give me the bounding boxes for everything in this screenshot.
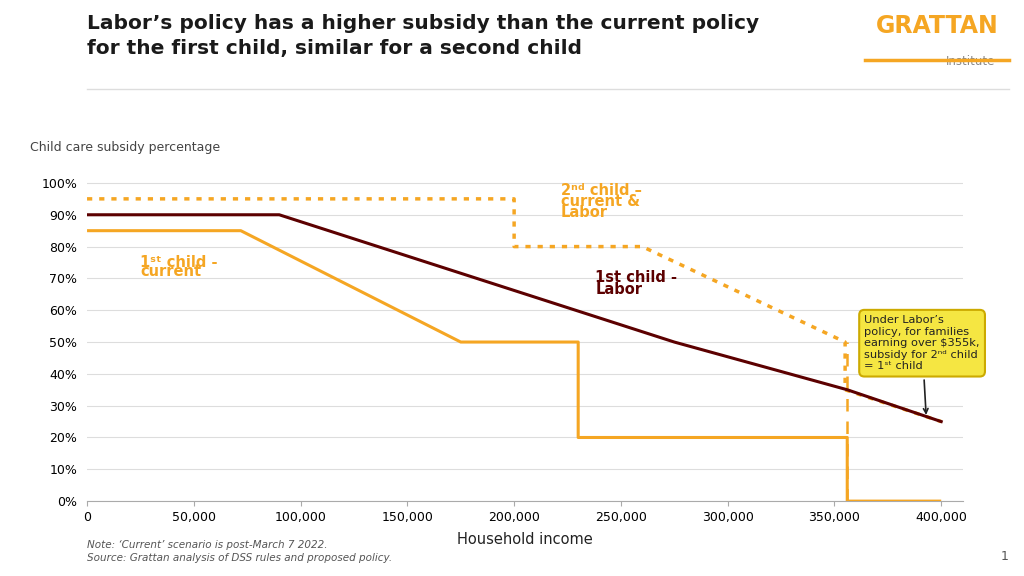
Text: current &: current & (561, 194, 640, 209)
Text: 1ˢᵗ child -: 1ˢᵗ child - (140, 255, 218, 270)
Text: Note: ‘Current’ scenario is post-March 7 2022.: Note: ‘Current’ scenario is post-March 7… (87, 540, 328, 550)
Text: Child care subsidy percentage: Child care subsidy percentage (30, 141, 220, 154)
Text: Under Labor’s
policy, for families
earning over $355k,
subsidy for 2ⁿᵈ child
= 1: Under Labor’s policy, for families earni… (864, 315, 980, 413)
Text: GRATTAN: GRATTAN (876, 14, 998, 39)
X-axis label: Household income: Household income (457, 532, 593, 547)
Text: current: current (140, 264, 202, 279)
Text: Labor’s policy has a higher subsidy than the current policy
for the first child,: Labor’s policy has a higher subsidy than… (87, 14, 759, 58)
Text: Source: Grattan analysis of DSS rules and proposed policy.: Source: Grattan analysis of DSS rules an… (87, 554, 392, 563)
Text: 1: 1 (1000, 550, 1009, 563)
Text: Institute: Institute (946, 55, 995, 68)
Text: Labor: Labor (561, 205, 608, 220)
Text: 2ⁿᵈ child –: 2ⁿᵈ child – (561, 183, 642, 198)
Text: 1st child -: 1st child - (595, 271, 677, 286)
Text: Labor: Labor (595, 282, 642, 297)
